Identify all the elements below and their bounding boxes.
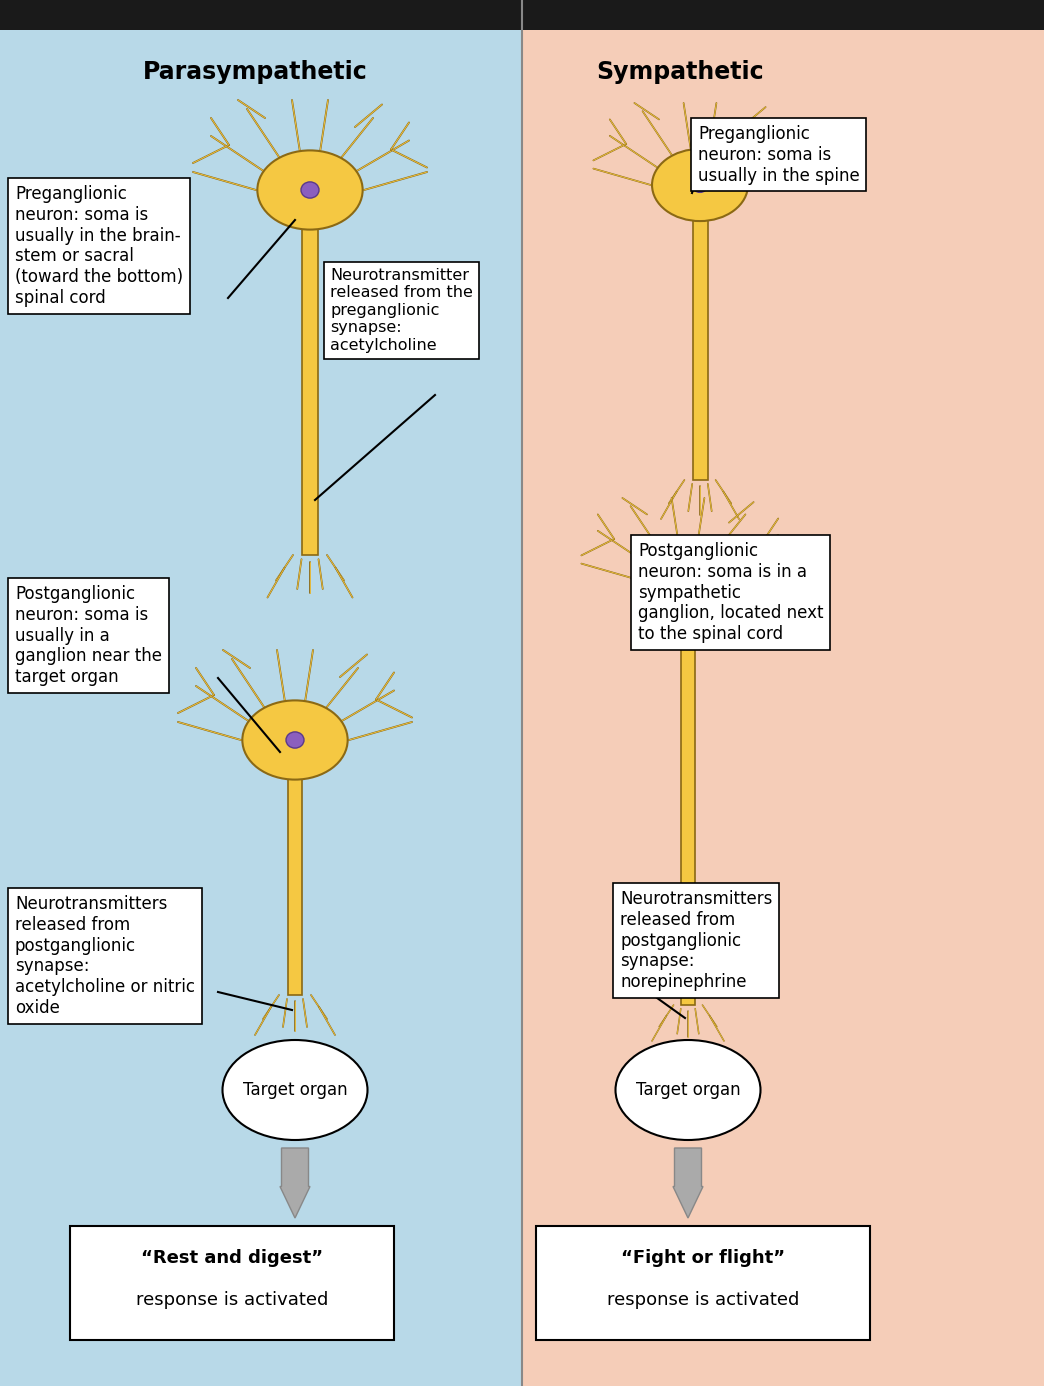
Ellipse shape — [652, 148, 748, 222]
Bar — [0, 0, 1044, 30]
Text: Preganglionic
neuron: soma is
usually in the spine: Preganglionic neuron: soma is usually in… — [698, 125, 860, 184]
Text: “Fight or flight”: “Fight or flight” — [621, 1249, 785, 1267]
Text: response is activated: response is activated — [136, 1290, 328, 1308]
Bar — [302, 225, 318, 554]
Text: Target organ: Target organ — [242, 1081, 348, 1099]
Text: Target organ: Target organ — [636, 1081, 740, 1099]
Bar — [692, 215, 708, 480]
Bar — [0, 30, 522, 1386]
Text: Sympathetic: Sympathetic — [596, 60, 764, 85]
Ellipse shape — [242, 700, 348, 779]
Ellipse shape — [258, 151, 362, 230]
Bar — [288, 775, 302, 995]
FancyBboxPatch shape — [536, 1227, 870, 1340]
Polygon shape — [280, 1148, 310, 1218]
Text: Neurotransmitter
released from the
preganglionic
synapse:
acetylcholine: Neurotransmitter released from the prega… — [330, 267, 473, 352]
Ellipse shape — [222, 1040, 367, 1141]
Ellipse shape — [286, 732, 304, 748]
Ellipse shape — [301, 182, 319, 198]
Text: Neurotransmitters
released from
postganglionic
synapse:
norepinephrine: Neurotransmitters released from postgang… — [620, 890, 773, 991]
FancyBboxPatch shape — [70, 1227, 394, 1340]
Bar — [522, 30, 1044, 1386]
Text: Postganglionic
neuron: soma is
usually in a
ganglion near the
target organ: Postganglionic neuron: soma is usually i… — [15, 585, 162, 686]
Text: Neurotransmitters
released from
postganglionic
synapse:
acetylcholine or nitric
: Neurotransmitters released from postgang… — [15, 895, 195, 1017]
Text: Postganglionic
neuron: soma is in a
sympathetic
ganglion, located next
to the sp: Postganglionic neuron: soma is in a symp… — [638, 542, 824, 643]
Text: response is activated: response is activated — [607, 1290, 800, 1308]
Text: Preganglionic
neuron: soma is
usually in the brain-
stem or sacral
(toward the b: Preganglionic neuron: soma is usually in… — [15, 184, 183, 308]
Polygon shape — [673, 1148, 703, 1218]
Ellipse shape — [680, 572, 696, 588]
Ellipse shape — [616, 1040, 760, 1141]
Ellipse shape — [692, 177, 708, 193]
Ellipse shape — [640, 543, 736, 617]
Text: Parasympathetic: Parasympathetic — [143, 60, 367, 85]
Bar — [681, 610, 695, 1005]
Text: “Rest and digest”: “Rest and digest” — [141, 1249, 323, 1267]
